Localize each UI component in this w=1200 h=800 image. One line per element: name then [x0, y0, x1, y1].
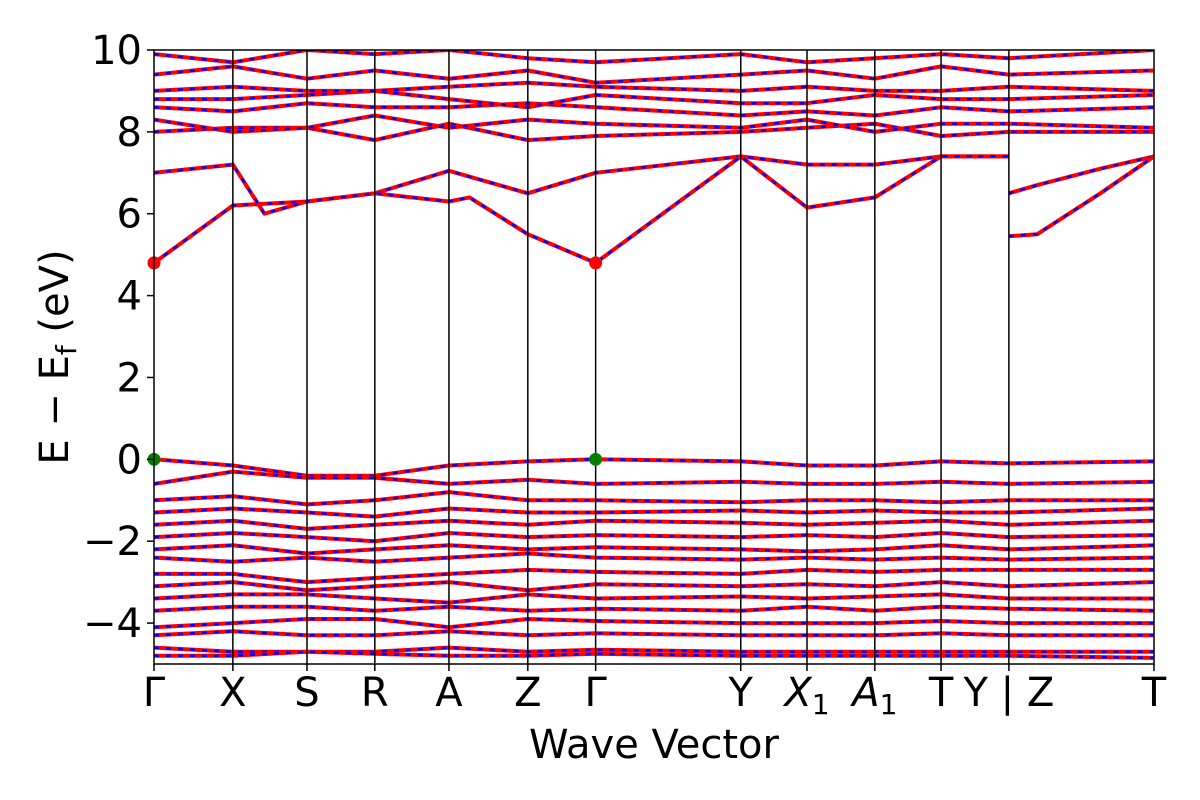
- x-tick-label: Y: [728, 670, 754, 716]
- band-line-red: [154, 50, 1154, 65]
- band-line-red: [154, 518, 1154, 531]
- band-line-red: [154, 531, 1154, 544]
- x-tick-label: R: [361, 670, 389, 716]
- band-line-red: [154, 490, 1154, 507]
- band-line-red: [154, 506, 1154, 519]
- x-tick-label: T: [928, 670, 954, 716]
- band-line-red: [1008, 154, 1154, 239]
- band-line-red: [154, 457, 1154, 478]
- x-tick-label: Γ: [584, 670, 607, 716]
- x-tick-label: A: [435, 670, 463, 716]
- x-tick-label: Z: [514, 670, 541, 716]
- band-lines: [154, 50, 1154, 660]
- x-tick-label: T: [1141, 670, 1167, 716]
- x-tick-label: X1: [782, 670, 829, 721]
- band-line-red: [154, 629, 1154, 638]
- y-tick-label: −4: [83, 601, 142, 647]
- y-tick-label: 0: [117, 437, 142, 483]
- band-line-red: [154, 543, 1154, 556]
- x-tick-label: S: [294, 670, 319, 716]
- x-tick-label: X: [219, 670, 246, 716]
- y-tick-label: 8: [117, 110, 142, 156]
- extremum-marker: [589, 256, 603, 270]
- y-tick-label: 6: [117, 192, 142, 238]
- x-axis-label: Wave Vector: [529, 722, 780, 768]
- band-line-red: [154, 592, 1154, 605]
- band-line-blue: [1008, 155, 1154, 195]
- kpoint-vertical-lines: [232, 50, 1010, 664]
- y-tick-label: 4: [117, 274, 142, 320]
- band-line-red: [154, 617, 1154, 630]
- y-tick-label: −2: [83, 519, 142, 565]
- y-tick-label: 2: [117, 355, 142, 401]
- band-line-blue: [1008, 155, 1154, 238]
- band-line-red: [154, 567, 1154, 585]
- extremum-marker: [589, 452, 603, 466]
- band-line-red: [154, 154, 1009, 265]
- y-tick-label: 10: [91, 28, 142, 74]
- plot-frame: [153, 49, 1155, 665]
- x-tick-label: A1: [849, 670, 897, 721]
- band-line-red: [154, 80, 1154, 93]
- band-line-red: [154, 101, 1154, 118]
- x-tick-label: Γ: [143, 670, 166, 716]
- y-axis-label: E − Ef (eV): [32, 249, 83, 464]
- band-line-blue: [154, 155, 1009, 264]
- x-tick-label: Y | Z: [963, 670, 1055, 716]
- band-line-red: [154, 604, 1154, 613]
- y-axis-ticks: −4 −2 0 2 4 6 8 10: [83, 28, 154, 647]
- band-line-blue: [154, 154, 1009, 265]
